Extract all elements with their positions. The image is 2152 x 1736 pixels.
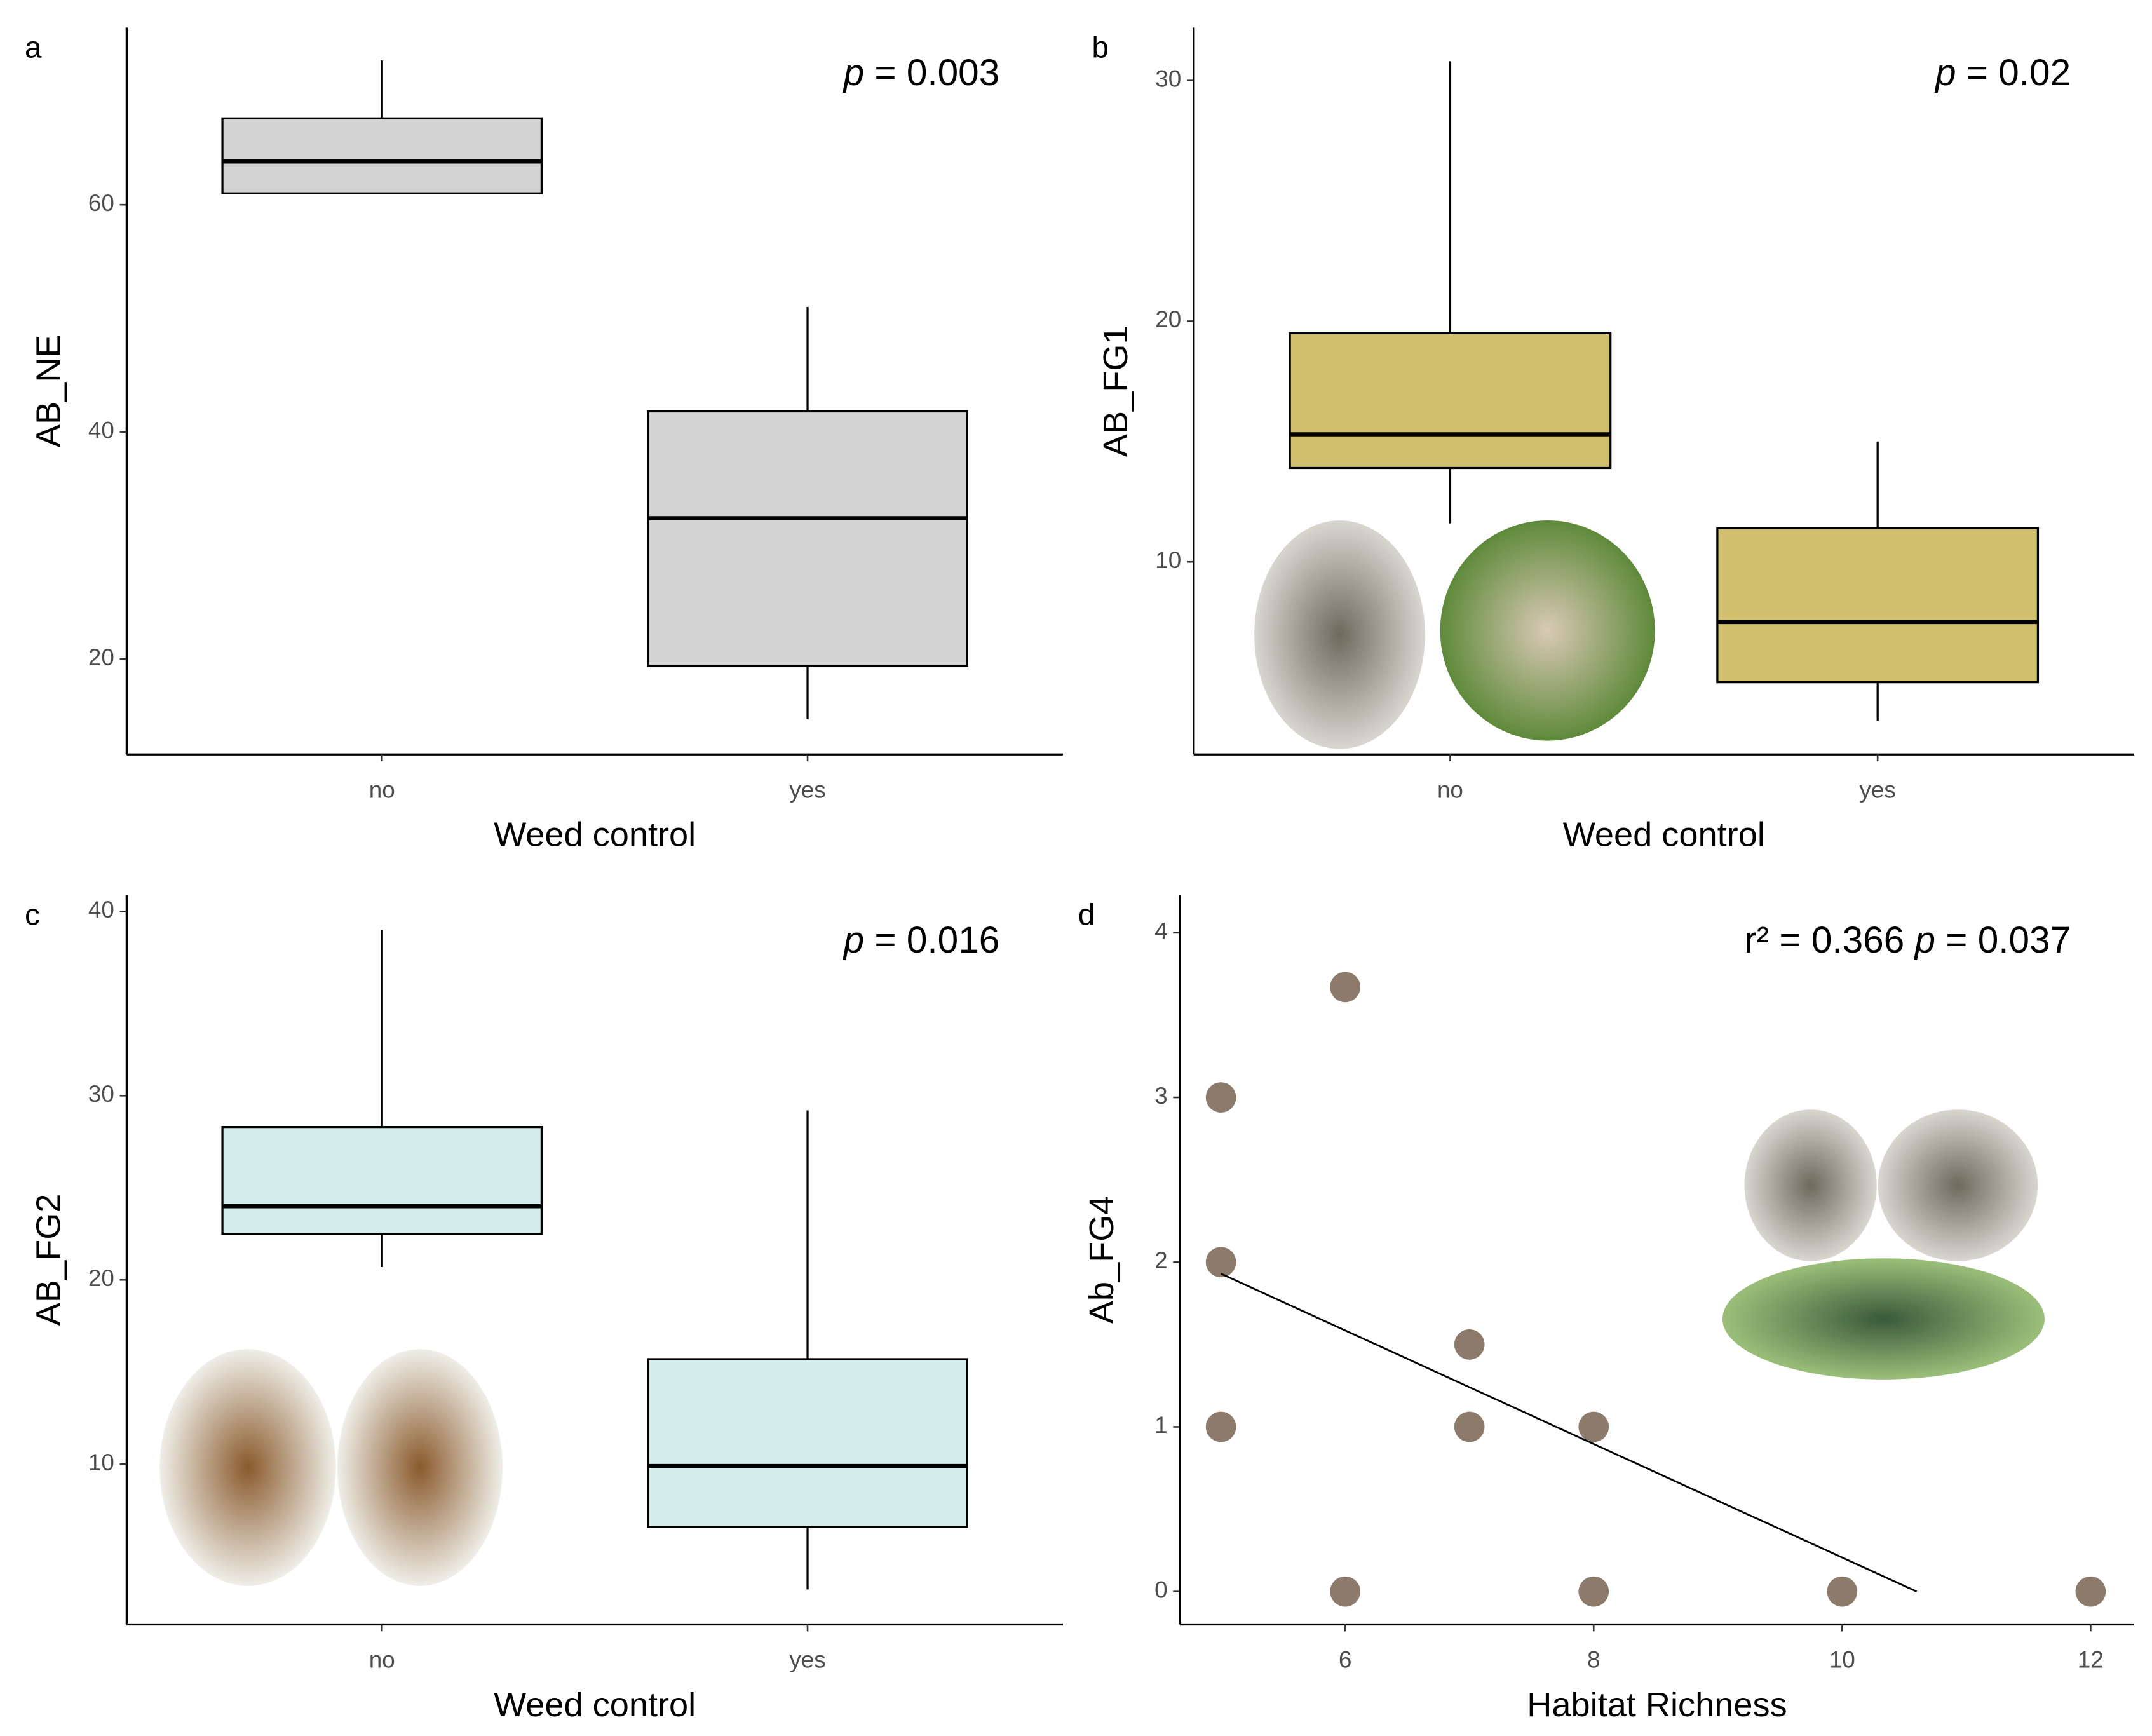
x-tick-label: yes [789,776,825,803]
point [1827,1576,1858,1607]
x-tick-label: yes [1860,776,1896,803]
photo [1254,520,1425,749]
y-tick-label: 4 [1154,918,1167,944]
y-tick-label: 10 [1155,547,1181,573]
annotation: r² = 0.366 p = 0.037 [1744,920,2071,961]
annotation-part: = 0.016 [864,920,999,961]
box [221,1125,543,1235]
x-tick-label: 10 [1829,1647,1855,1673]
photo [1878,1109,2038,1261]
box [1289,332,1612,470]
annotation-part: p [1914,920,1936,961]
annotation: p = 0.003 [843,53,1000,94]
annotation: p = 0.02 [1934,53,2071,94]
point [1205,1082,1236,1113]
y-axis-title: Ab_FG4 [1083,1196,1121,1324]
y-tick-label: 3 [1154,1083,1167,1109]
point [1330,1576,1361,1607]
x-tick-label: 8 [1587,1647,1600,1673]
annotation-part: = 0.003 [864,53,999,94]
x-tick-label: no [369,776,395,803]
y-tick-label: 30 [1155,65,1181,92]
annotation-part: r² = 0.366 [1744,920,1914,961]
trend-line [1221,1273,1918,1592]
panel-label: d [1078,899,1095,932]
panel: c p = 0.016 Weed control AB_FG2 10 20 30 40 no ye… [25,895,1063,1724]
box [647,410,968,667]
point [1578,1411,1609,1442]
point [1454,1329,1485,1360]
y-tick-label: 60 [88,190,114,216]
y-tick-label: 1 [1154,1412,1167,1438]
photo [1722,1258,2045,1380]
point [2075,1576,2106,1607]
photos [159,520,2045,1586]
box [1716,527,2040,684]
y-tick-label: 20 [88,1265,114,1291]
annotation-part: = 0.02 [1956,53,2071,94]
panel: d r² = 0.366 p = 0.037 Habitat Richness Ab_… [1078,895,2134,1724]
photo [1440,520,1655,741]
panel-label: b [1092,31,1109,65]
point [1205,1247,1236,1278]
y-axis-title: AB_FG1 [1097,325,1135,457]
annotation-part: = 0.037 [1935,920,2071,961]
photo [1744,1109,1877,1261]
x-axis-title: Weed control [1563,816,1765,854]
annotation-part: p [1934,53,1956,94]
photo [159,1349,336,1586]
y-tick-label: 10 [88,1449,114,1475]
y-tick-label: 2 [1154,1247,1167,1273]
photo [337,1349,503,1586]
x-axis-title: Weed control [494,1686,696,1724]
y-tick-label: 20 [1155,306,1181,332]
panel: b p = 0.02 Weed control AB_FG1 10 20 30 no yes [1092,27,2134,854]
y-tick-label: 30 [88,1081,114,1107]
point [1578,1576,1609,1607]
y-tick-label: 40 [88,897,114,923]
y-tick-label: 40 [88,417,114,443]
annotation-part: p [843,920,865,961]
annotation: p = 0.016 [843,920,1000,961]
point [1454,1411,1485,1442]
y-tick-label: 0 [1154,1577,1167,1603]
x-tick-label: 6 [1339,1647,1351,1673]
x-axis-title: Habitat Richness [1527,1686,1787,1724]
point [1205,1411,1236,1442]
point [1330,972,1361,1003]
x-tick-label: no [1437,776,1463,803]
box [221,117,543,194]
x-axis-title: Weed control [494,816,696,854]
y-tick-label: 20 [88,644,114,670]
y-axis-title: AB_NE [29,335,67,448]
panel: a p = 0.003 Weed control AB_NE 20 40 60 no yes [25,27,1063,854]
x-tick-label: 12 [2078,1647,2104,1673]
y-axis-title: AB_FG2 [29,1194,67,1326]
x-tick-label: yes [789,1647,825,1673]
box [647,1358,968,1528]
panel-label: a [25,31,42,65]
panel-label: c [25,899,40,932]
annotation-part: p [843,53,865,94]
x-tick-label: no [369,1647,395,1673]
